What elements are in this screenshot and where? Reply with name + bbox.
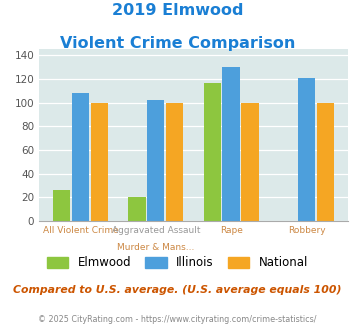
- Text: 2019 Elmwood: 2019 Elmwood: [112, 3, 243, 18]
- Text: Murder & Mans...: Murder & Mans...: [117, 243, 195, 251]
- Bar: [72, 93, 89, 221]
- Text: Compared to U.S. average. (U.S. average equals 100): Compared to U.S. average. (U.S. average …: [13, 285, 342, 295]
- Text: Violent Crime Comparison: Violent Crime Comparison: [60, 36, 295, 51]
- Bar: [91, 103, 108, 221]
- Text: Rape: Rape: [220, 226, 242, 235]
- Bar: [128, 197, 146, 221]
- Bar: [317, 103, 334, 221]
- Bar: [223, 67, 240, 221]
- Bar: [298, 78, 315, 221]
- Bar: [241, 103, 259, 221]
- Bar: [166, 103, 183, 221]
- Bar: [204, 82, 221, 221]
- Text: Aggravated Assault: Aggravated Assault: [111, 226, 200, 235]
- Text: All Violent Crime: All Violent Crime: [43, 226, 118, 235]
- Bar: [53, 190, 70, 221]
- Bar: [147, 100, 164, 221]
- Text: Robbery: Robbery: [288, 226, 325, 235]
- Text: © 2025 CityRating.com - https://www.cityrating.com/crime-statistics/: © 2025 CityRating.com - https://www.city…: [38, 315, 317, 324]
- Legend: Elmwood, Illinois, National: Elmwood, Illinois, National: [42, 252, 313, 274]
